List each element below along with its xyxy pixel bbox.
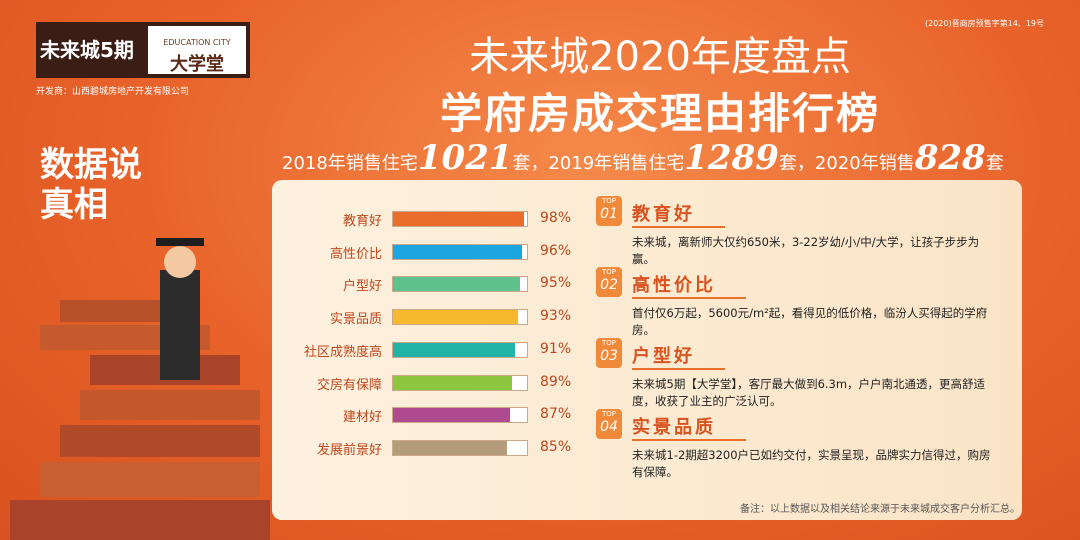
badge-top: TOP — [601, 197, 616, 205]
sales-number: 1289 — [684, 138, 779, 178]
bar — [393, 277, 521, 292]
value-label: 89% — [540, 373, 572, 390]
subtitle: 学府房成交理由排行榜 — [439, 89, 880, 138]
sales-text: 套，2020年销售 — [778, 153, 915, 174]
badge-rank: 03 — [600, 348, 618, 364]
category-label: 高性价比 — [329, 246, 382, 262]
badge-rank: 01 — [600, 206, 618, 222]
badge — [596, 267, 622, 297]
sales-text: 套 — [985, 153, 1004, 174]
reason-title: 户型好 — [632, 342, 725, 370]
bar — [393, 244, 522, 259]
reason-text: 未来城，离新师大仅约650米，3-22岁幼/小/中/大学，让孩子步步为赢。 — [632, 235, 980, 266]
bar — [393, 342, 515, 357]
sales-number: 1021 — [417, 138, 513, 178]
value-label: 87% — [540, 406, 572, 423]
bar — [393, 310, 518, 325]
footnote: 备注：以上数据以及相关结论来源于未来城成交客户分析汇总。 — [740, 504, 1020, 515]
value-label: 85% — [540, 438, 572, 455]
title: 未来城2020年度盘点 — [469, 34, 851, 80]
category-label: 实景品质 — [329, 312, 382, 328]
badge-top: TOP — [601, 268, 616, 276]
sales-text: 2018年销售住宅 — [282, 153, 418, 174]
bar — [393, 440, 507, 455]
reason-title: 高性价比 — [632, 271, 746, 299]
badge — [596, 338, 622, 368]
badge — [596, 409, 622, 439]
developer: 开发商：山西碧城房地产开发有限公司 — [36, 87, 190, 97]
value-label: 93% — [540, 308, 572, 325]
reason-text: 未来城5期【大学堂】，客厅最大做到6.3m，户户南北通透，更高舒适度，收获了业主… — [632, 377, 986, 408]
badge-rank: 02 — [600, 277, 618, 293]
category-label: 建材好 — [342, 410, 382, 426]
permit: (2020)晋商房预售字第14、19号 — [925, 19, 1044, 28]
sales-number: 828 — [914, 138, 986, 178]
value-label: 98% — [540, 210, 572, 226]
bar — [393, 408, 510, 423]
badge-top: TOP — [601, 339, 616, 347]
reason-text: 未来城1-2期超3200户已如约交付，实景呈现，品牌实力信得过，购房有保障。 — [632, 448, 991, 479]
category-label: 户型好 — [342, 279, 382, 295]
logo-name: 大学堂 — [170, 54, 224, 75]
bar — [393, 212, 525, 226]
reason-text: 首付仅6万起，5600元/m²起，看得见的低价格，临汾人买得起的学府房。 — [632, 306, 988, 337]
badge-rank: 04 — [600, 419, 618, 435]
sales-text: 套，2019年销售住宅 — [512, 153, 685, 174]
value-label: 96% — [540, 242, 572, 259]
badge — [596, 196, 622, 226]
logo-tag: EDUCATION CITY — [163, 38, 231, 47]
bar — [393, 375, 513, 390]
logo-brand: 未来城5期 — [40, 38, 134, 62]
value-label: 91% — [540, 340, 572, 357]
badge-top: TOP — [601, 410, 616, 418]
sales-line: 2018年销售住宅1021套，2019年销售住宅1289套，2020年销售828… — [282, 138, 1004, 178]
category-label: 发展前景好 — [316, 442, 382, 458]
value-label: 95% — [540, 275, 572, 292]
category-label: 交房有保障 — [316, 377, 382, 393]
slogan: 数据说真相 — [40, 145, 142, 225]
reason-title: 实景品质 — [632, 413, 746, 441]
reason-title: 教育好 — [632, 200, 725, 228]
logo-plate — [148, 26, 246, 74]
category-label: 教育好 — [342, 214, 382, 229]
category-label: 社区成熟度高 — [303, 344, 382, 360]
